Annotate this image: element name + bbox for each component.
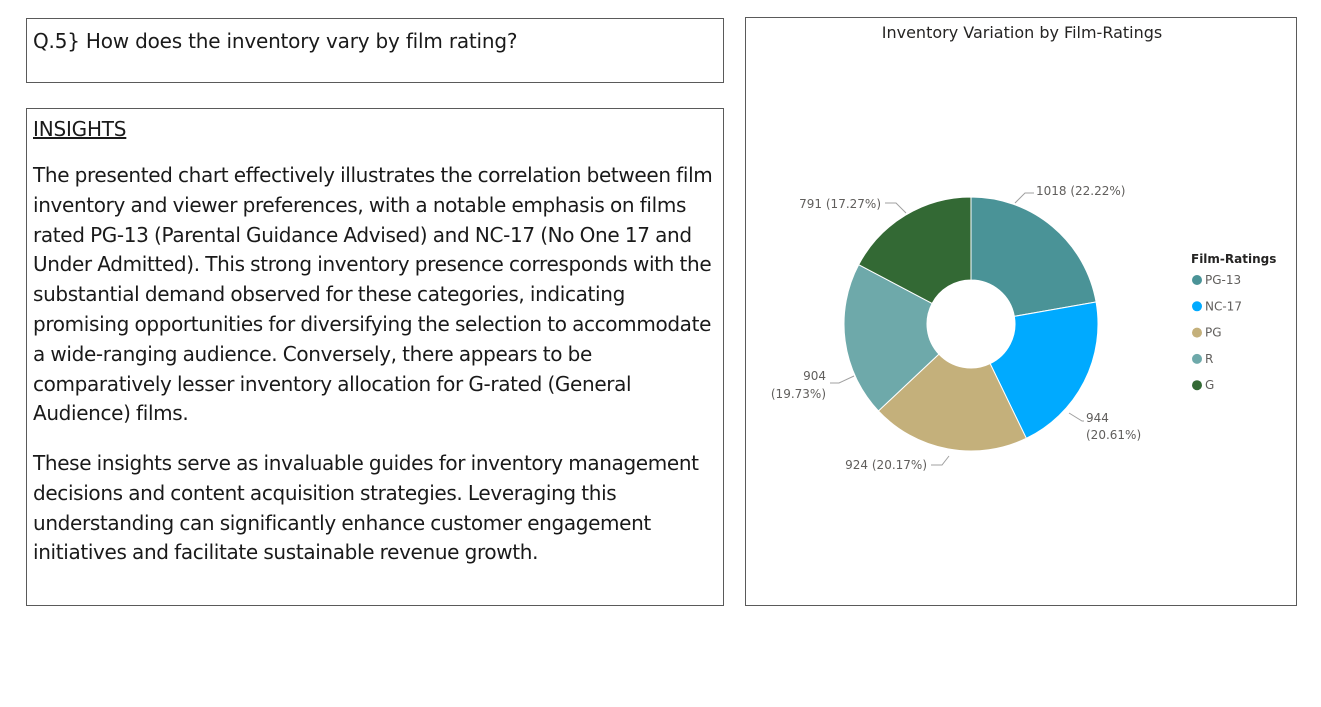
question-text: Q.5} How does the inventory vary by film… xyxy=(33,29,518,53)
question-box: Q.5} How does the inventory vary by film… xyxy=(26,18,724,83)
insights-paragraph-2: These insights serve as invaluable guide… xyxy=(33,451,699,565)
insights-box: INSIGHTS The presented chart effectively… xyxy=(26,108,724,606)
donut-chart: Inventory Variation by Film-Ratings 1018… xyxy=(771,23,1277,472)
data-labels: 1018 (22.22%) 944 (20.61%) 924 (20.17%) 904 (… xyxy=(771,184,1141,472)
legend-label: PG-13 xyxy=(1205,273,1241,287)
slice-nc-17[interactable] xyxy=(989,301,1099,439)
legend: Film-Ratings PG-13 NC-17 PG RG xyxy=(1191,252,1276,392)
legend-label: G xyxy=(1205,378,1214,392)
legend-item-pg-13[interactable]: PG-13 xyxy=(1192,273,1241,287)
legend-marker-icon xyxy=(1192,275,1202,285)
data-label-pg: 924 (20.17%) xyxy=(845,458,927,472)
legend-item-r[interactable]: R xyxy=(1192,352,1213,366)
data-label-r: (19.73%) xyxy=(771,387,826,401)
legend-label: R xyxy=(1205,352,1213,366)
slice-g[interactable] xyxy=(858,196,972,305)
slice-pg-13[interactable] xyxy=(970,196,1097,317)
legend-title: Film-Ratings xyxy=(1191,252,1276,266)
chart-title: Inventory Variation by Film-Ratings xyxy=(882,23,1163,42)
slice-r[interactable] xyxy=(843,264,940,412)
legend-marker-icon xyxy=(1192,301,1202,312)
legend-item-pg[interactable]: PG xyxy=(1192,326,1222,340)
legend-items: PG-13 NC-17 PG RG xyxy=(1192,273,1242,392)
leader-line-pg-13 xyxy=(1014,192,1034,204)
legend-label: PG xyxy=(1205,326,1222,340)
leader-line-g xyxy=(885,202,907,214)
legend-marker-icon xyxy=(1192,353,1202,364)
leader-line-r xyxy=(830,375,855,384)
legend-marker-icon xyxy=(1192,327,1202,338)
data-label-r: 904 xyxy=(803,369,826,383)
data-label-nc-17: 944 xyxy=(1086,411,1109,425)
data-label-pg-13: 1018 (22.22%) xyxy=(1036,184,1125,198)
legend-item-nc-17[interactable]: NC-17 xyxy=(1192,299,1242,313)
legend-label: NC-17 xyxy=(1205,299,1242,313)
insights-paragraph-1: The presented chart effectively illustra… xyxy=(33,163,713,426)
leader-line-nc-17 xyxy=(1068,412,1084,422)
leader-line-pg xyxy=(931,455,950,466)
slice-pg[interactable] xyxy=(877,353,1027,452)
data-label-g: 791 (17.27%) xyxy=(799,197,881,211)
donut-slices xyxy=(843,196,1099,452)
data-label-nc-17: (20.61%) xyxy=(1086,428,1141,442)
legend-item-g[interactable]: G xyxy=(1192,378,1214,392)
insights-heading: INSIGHTS xyxy=(33,117,127,141)
legend-marker-icon xyxy=(1192,380,1202,391)
donut-chart-visual[interactable]: Inventory Variation by Film-Ratings 1018… xyxy=(745,17,1297,606)
